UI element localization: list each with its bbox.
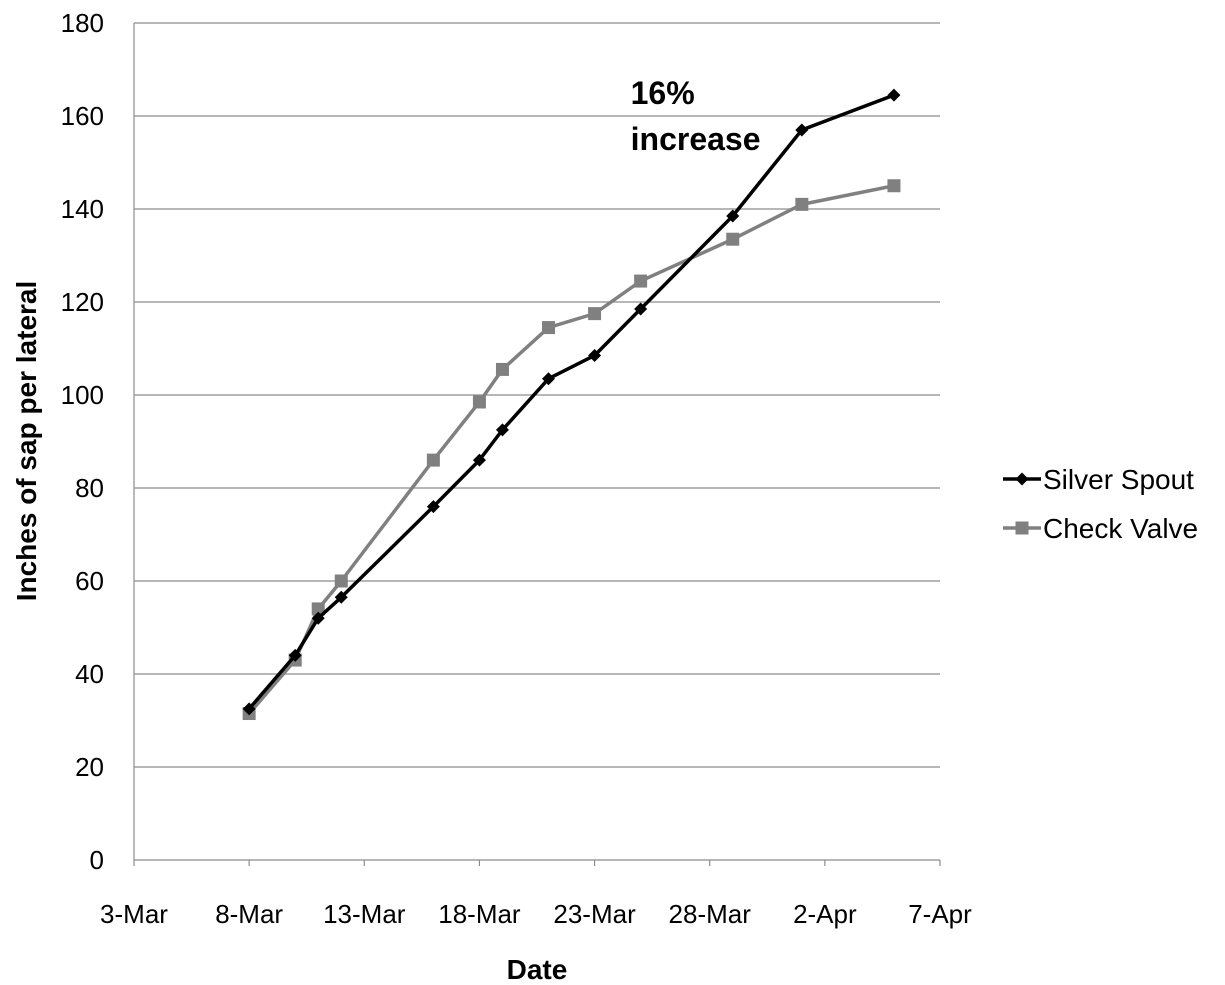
legend: Silver Spout Check Valve: [1003, 464, 1198, 544]
silver-spout-point: [887, 88, 901, 102]
series-layer: [242, 88, 901, 721]
check-valve-point: [634, 274, 648, 288]
y-tick-label: 100: [61, 380, 104, 410]
x-tick-label: 28-Mar: [669, 899, 752, 929]
check-valve-point: [426, 453, 440, 467]
y-tick-label: 120: [61, 287, 104, 317]
series-check-valve: [242, 179, 901, 721]
check-valve-point: [588, 307, 602, 321]
check-valve-point: [472, 395, 486, 409]
check-valve-point: [542, 321, 556, 335]
axes: [133, 23, 940, 861]
silver-spout-line: [247, 93, 895, 711]
x-tick-label: 3-Mar: [100, 899, 168, 929]
silver-spout-point: [334, 590, 348, 604]
y-tick-label: 0: [90, 845, 104, 875]
x-tick-label: 7-Apr: [908, 899, 972, 929]
silver-spout-point: [726, 209, 740, 223]
check-valve-point: [795, 197, 809, 211]
y-tick-labels: 0 20 40 60 80 100 120 140 160 180: [61, 8, 104, 875]
silver-spout-point: [242, 702, 256, 716]
check-valve-point: [311, 602, 325, 616]
x-tick-label: 23-Mar: [553, 899, 636, 929]
gridlines: [134, 22, 940, 768]
y-tick-label: 80: [75, 473, 104, 503]
y-tick-label: 40: [75, 659, 104, 689]
legend-label: Silver Spout: [1043, 464, 1194, 495]
silver-spout-point: [588, 348, 602, 362]
x-tick-label: 2-Apr: [793, 899, 857, 929]
legend-item-silver-spout: Silver Spout: [1003, 464, 1194, 495]
x-tick-label: 18-Mar: [438, 899, 521, 929]
legend-swatch-marker: [1015, 521, 1029, 535]
annotation-layer: 16% increase: [631, 75, 761, 157]
check-valve-point: [887, 179, 901, 193]
silver-spout-point: [311, 611, 325, 625]
x-tick-labels: 3-Mar 8-Mar 13-Mar 18-Mar 23-Mar 28-Mar 2-Apr 7…: [100, 860, 972, 929]
silver-spout-point: [472, 453, 486, 467]
legend-label: Check Valve: [1043, 513, 1198, 544]
y-tick-label: 140: [61, 194, 104, 224]
x-axis-title: Date: [507, 954, 568, 985]
y-tick-label: 60: [75, 566, 104, 596]
y-axis-title: Inches of sap per lateral: [11, 281, 42, 602]
x-tick-label: 8-Mar: [215, 899, 283, 929]
legend-item-check-valve: Check Valve: [1003, 513, 1198, 544]
silver-spout-point: [426, 500, 440, 514]
annotation-text: 16% increase: [631, 75, 761, 157]
silver-spout-point: [288, 648, 302, 662]
series-silver-spout: [242, 88, 901, 716]
silver-spout-point: [634, 302, 648, 316]
check-valve-line: [247, 184, 895, 715]
x-tick-label: 13-Mar: [323, 899, 406, 929]
legend-swatch-marker: [1015, 472, 1029, 486]
check-valve-point: [726, 232, 740, 246]
check-valve-point: [334, 574, 348, 588]
silver-spout-point: [495, 423, 509, 437]
silver-spout-point: [542, 372, 556, 386]
y-tick-label: 160: [61, 101, 104, 131]
silver-spout-point: [795, 123, 809, 137]
check-valve-point: [495, 362, 509, 376]
y-tick-label: 180: [61, 8, 104, 38]
y-tick-label: 20: [75, 752, 104, 782]
